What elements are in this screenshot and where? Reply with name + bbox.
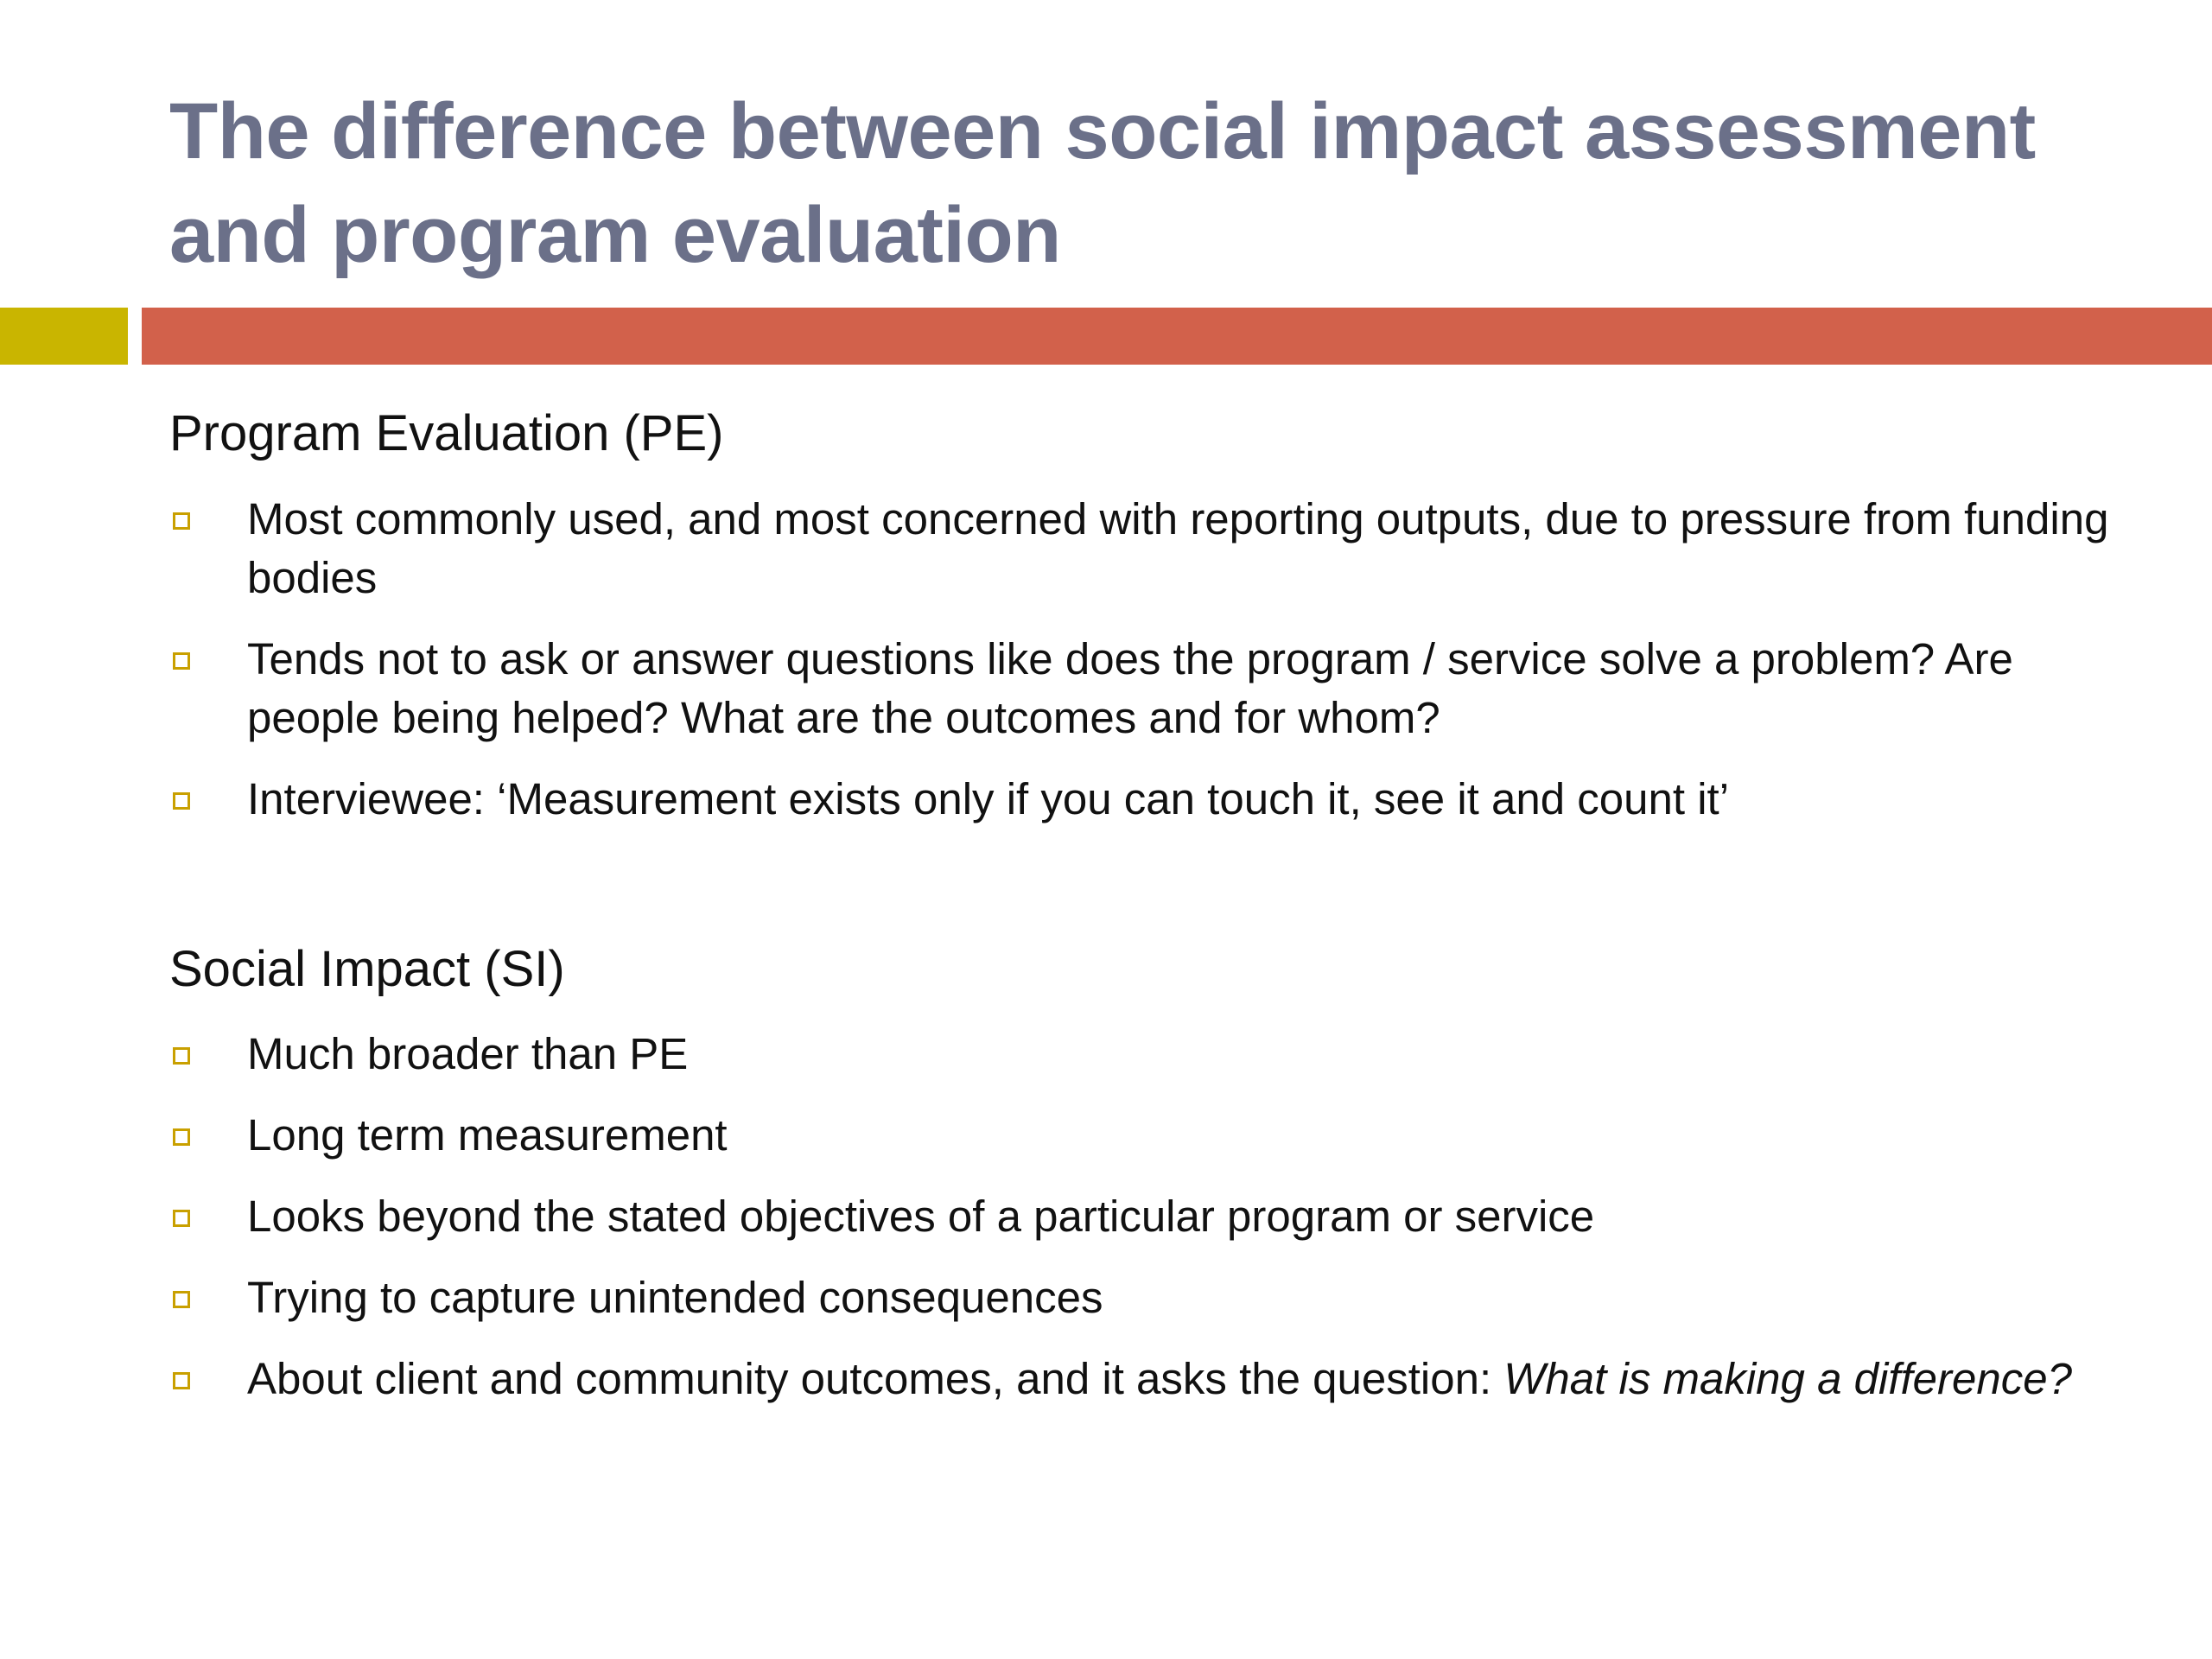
list-item: Looks beyond the stated objectives of a … <box>169 1187 2113 1246</box>
bullet-text: Long term measurement <box>247 1110 728 1160</box>
section-heading-pe: Program Evaluation (PE) <box>169 405 724 461</box>
bullet-list-pe: Most commonly used, and most concerned w… <box>169 490 2113 851</box>
bullet-text: Much broader than PE <box>247 1029 689 1078</box>
slide-title: The difference between social impact ass… <box>169 87 2036 279</box>
bullet-list-si: Much broader than PE Long term measureme… <box>169 1025 2113 1431</box>
list-item: Long term measurement <box>169 1106 2113 1165</box>
bullet-text-italic: What is making a difference? <box>1503 1354 2072 1403</box>
bullet-text: Most commonly used, and most concerned w… <box>247 494 2109 602</box>
list-item: Interviewee: ‘Measurement exists only if… <box>169 770 2113 829</box>
square-bullet-icon <box>173 1372 190 1389</box>
square-bullet-icon <box>173 652 190 670</box>
square-bullet-icon <box>173 1291 190 1308</box>
accent-bar <box>142 308 2212 365</box>
list-item: About client and community outcomes, and… <box>169 1350 2113 1408</box>
square-bullet-icon <box>173 792 190 810</box>
bullet-text: Interviewee: ‘Measurement exists only if… <box>247 774 1730 823</box>
list-item: Much broader than PE <box>169 1025 2113 1084</box>
section-heading-si: Social Impact (SI) <box>169 941 565 997</box>
list-item: Trying to capture unintended consequence… <box>169 1268 2113 1327</box>
bullet-text: Trying to capture unintended consequence… <box>247 1273 1103 1322</box>
accent-square <box>0 308 128 365</box>
bullet-text: Tends not to ask or answer questions lik… <box>247 634 2013 742</box>
list-item: Most commonly used, and most concerned w… <box>169 490 2113 607</box>
list-item: Tends not to ask or answer questions lik… <box>169 630 2113 747</box>
square-bullet-icon <box>173 1210 190 1227</box>
square-bullet-icon <box>173 1047 190 1065</box>
bullet-text: Looks beyond the stated objectives of a … <box>247 1192 1595 1241</box>
bullet-text: About client and community outcomes, and… <box>247 1354 1504 1403</box>
square-bullet-icon <box>173 1128 190 1146</box>
square-bullet-icon <box>173 512 190 530</box>
